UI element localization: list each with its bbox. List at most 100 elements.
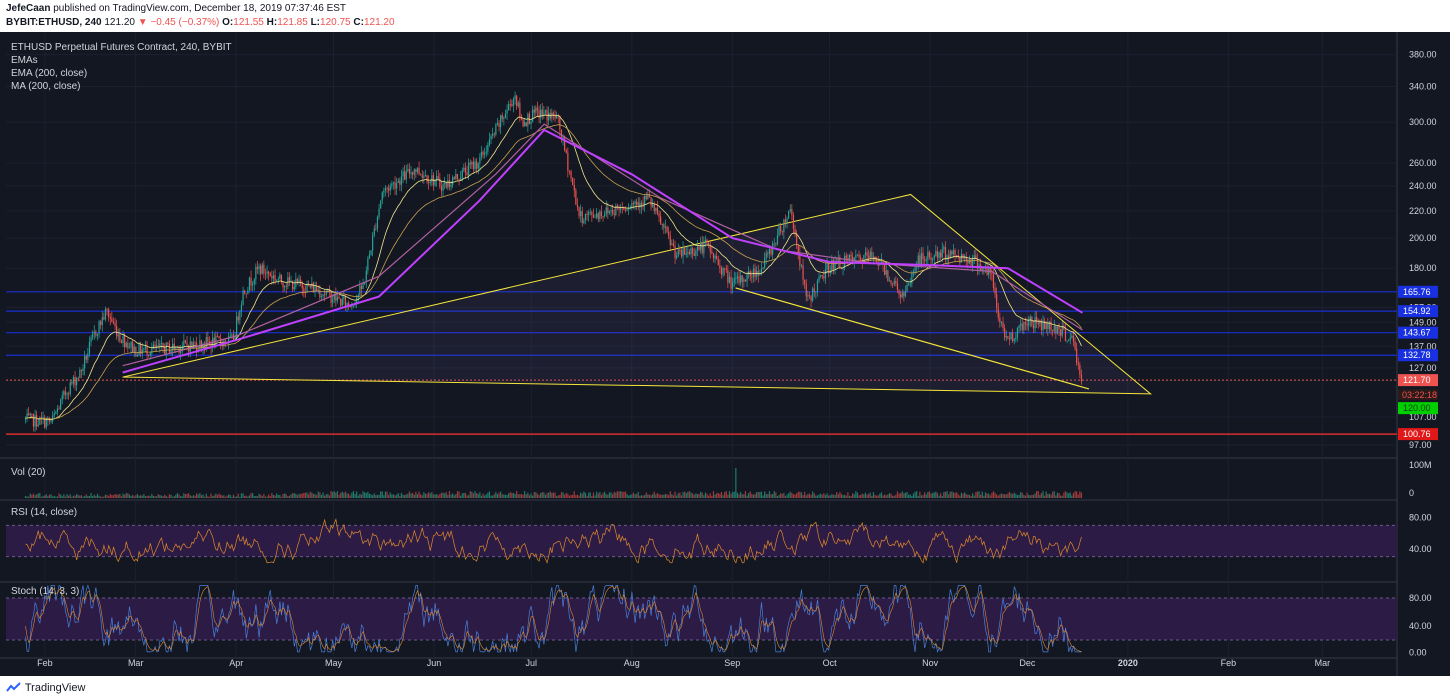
volume-bar [501,494,503,498]
candle-body [770,248,772,255]
candle-body [661,224,663,225]
candle-body [855,255,857,259]
candle-body [442,184,444,191]
volume-bar [919,491,921,498]
volume-bar [144,496,147,498]
interval-label: 240 [84,17,102,28]
candle-body [306,283,308,293]
volume-bar [829,495,831,498]
candle-body [450,185,452,187]
volume-bar [79,495,81,498]
volume-bar [431,492,433,498]
candle-body [242,290,244,305]
volume-bar [655,494,657,498]
candle-body [495,124,497,135]
candle-body [391,183,393,186]
volume-bar [336,491,339,498]
stoch-k-path [25,584,1082,654]
candle-body [237,316,239,321]
volume-bar [1069,492,1071,498]
volume-bar [468,495,470,498]
volume-bar [711,495,713,498]
candle-body [463,167,465,171]
candle-body [493,133,495,135]
volume-bar [712,491,715,498]
candle-body [711,251,713,254]
candle-body [676,255,678,259]
volume-bar [916,491,918,498]
volume-bar [178,494,180,498]
author-name[interactable]: JefeCaan [6,3,51,14]
volume-bar [768,491,771,498]
candle-body [405,170,407,180]
candle-body [908,284,910,286]
volume-bar [770,494,772,498]
candle-body [597,213,599,220]
candle-body [1015,337,1017,340]
volume-bar [421,495,423,498]
candle-body [282,282,284,288]
candle-body [1072,335,1075,342]
volume-bar [69,494,71,498]
volume-bar [109,493,111,498]
volume-bar [530,493,532,498]
volume-bar [792,494,795,498]
volume-bar [338,494,340,498]
candle-body [786,218,788,223]
candle-body [658,213,660,217]
x-tick-label: Oct [823,658,838,668]
volume-bar [796,493,798,498]
candle-body [845,255,847,259]
candle-body [586,213,588,215]
volume-bar [570,494,572,498]
volume-bar [133,496,135,498]
candle-body [319,290,321,298]
volume-bar [978,491,980,498]
volume-bar [447,494,449,498]
publish-text: published on TradingView.com, December 1… [53,3,347,14]
volume-bar [538,495,540,498]
volume-bar [1064,491,1067,498]
symbol-name: BYBIT:ETHUSD [6,17,80,28]
volume-bar [735,468,737,498]
candle-body [402,171,404,177]
candle-body [173,343,175,349]
low-value: 120.75 [320,17,351,28]
volume-bar [676,495,678,498]
tradingview-brand[interactable]: TradingView [6,681,85,694]
candle-body [368,254,371,259]
chart-canvas[interactable]: Feb Mar Apr May Jun Jul Aug Sep Oct Nov Dec 2020 Feb… [0,32,1450,676]
candle-body [156,345,158,348]
candle-body [656,207,659,214]
volume-bar [984,492,987,498]
volume-bar [482,493,484,498]
volume-bar [823,493,825,498]
volume-bar [352,491,355,498]
candle-body [300,279,302,284]
volume-bar [196,493,198,498]
volume-bar [650,495,652,498]
y-tick-label: 137.00 [1409,341,1437,351]
volume-bar [508,493,510,498]
volume-bar [647,494,649,498]
candle-body [208,341,211,343]
candle-body [392,182,395,184]
volume-bar [519,494,521,498]
candle-body [591,211,593,215]
candle-body [245,293,247,295]
candle-body [650,197,652,207]
candle-body [356,297,358,304]
candle-body [832,259,835,270]
volume-bar [312,493,315,498]
volume-bar [130,495,132,498]
candle-body [415,169,417,173]
candle-body [727,270,729,283]
candle-body [1036,317,1038,323]
volume-bar [511,492,513,498]
volume-bar [293,493,295,498]
candle-body [231,334,233,336]
candle-body [922,253,924,260]
volume-bar [706,493,708,498]
candle-body [888,280,891,282]
volume-bar [992,491,995,498]
